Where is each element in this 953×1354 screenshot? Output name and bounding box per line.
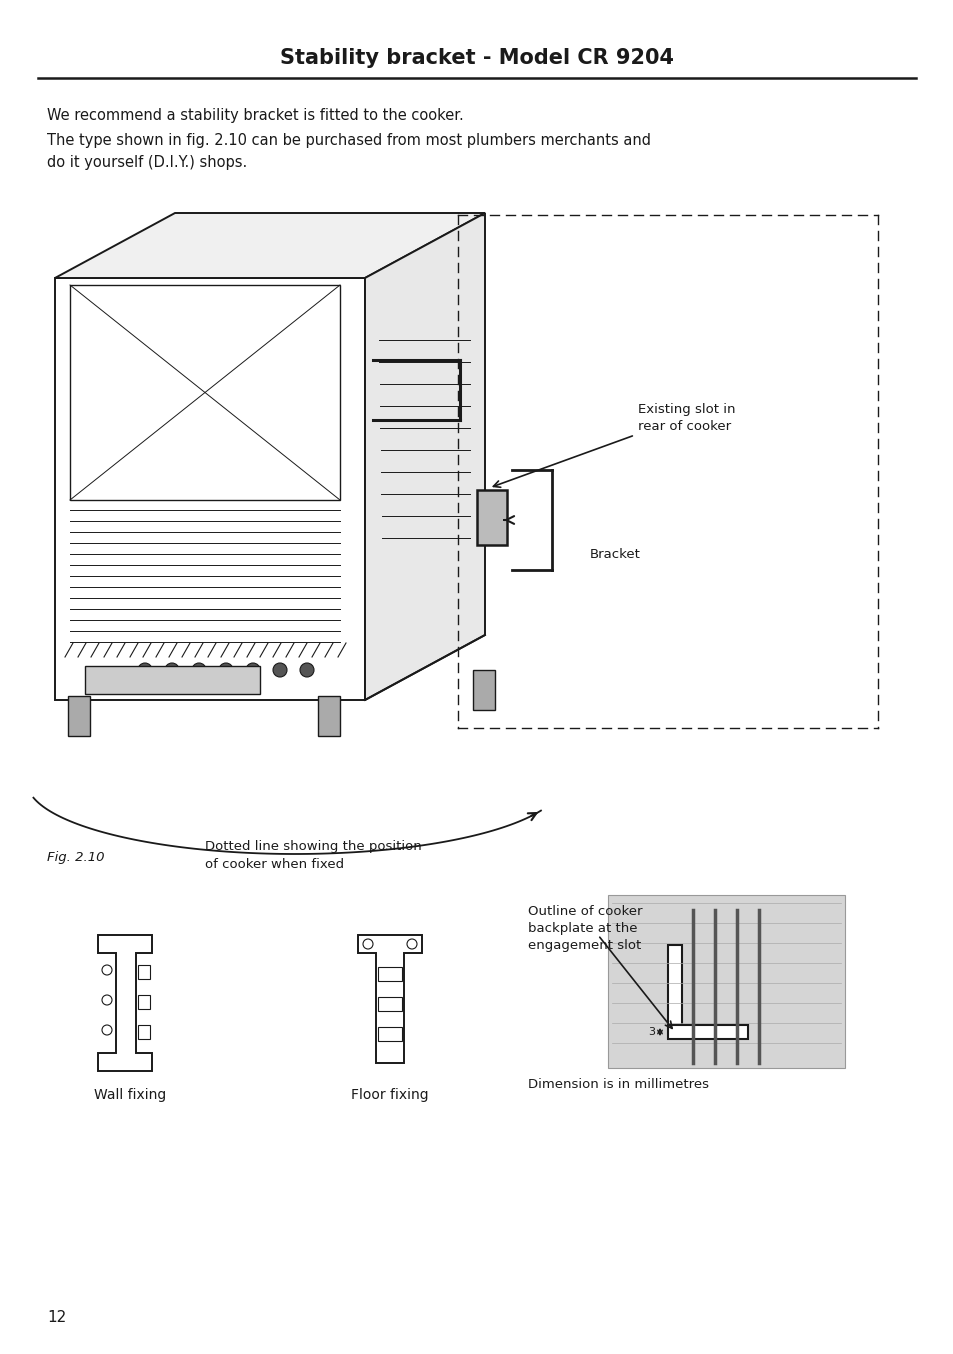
Bar	[377, 967, 401, 982]
Bar	[68, 696, 90, 737]
Text: 3: 3	[647, 1026, 655, 1037]
Circle shape	[219, 663, 233, 677]
Circle shape	[299, 663, 314, 677]
Text: Floor fixing: Floor fixing	[351, 1089, 428, 1102]
Bar	[667, 945, 681, 1025]
Bar	[138, 965, 150, 979]
Text: Existing slot in
rear of cooker: Existing slot in rear of cooker	[638, 403, 735, 433]
Bar	[476, 490, 506, 546]
Bar	[138, 995, 150, 1009]
Bar	[667, 1025, 747, 1039]
Bar	[317, 696, 339, 737]
Circle shape	[138, 663, 152, 677]
Text: Fig. 2.10: Fig. 2.10	[47, 852, 105, 864]
Circle shape	[192, 663, 206, 677]
Text: Stability bracket - Model CR 9204: Stability bracket - Model CR 9204	[280, 47, 673, 68]
Bar	[70, 284, 339, 500]
Text: The type shown in fig. 2.10 can be purchased from most plumbers merchants and
do: The type shown in fig. 2.10 can be purch…	[47, 133, 650, 169]
Bar	[607, 895, 844, 1068]
Polygon shape	[55, 213, 484, 278]
Text: Outline of cooker
backplate at the
engagement slot: Outline of cooker backplate at the engag…	[527, 904, 641, 952]
Bar	[138, 1025, 150, 1039]
Text: Dotted line showing the position
of cooker when fixed: Dotted line showing the position of cook…	[205, 839, 421, 871]
Text: 12: 12	[47, 1311, 66, 1326]
Bar	[377, 997, 401, 1011]
Text: Wall fixing: Wall fixing	[93, 1089, 166, 1102]
Circle shape	[165, 663, 179, 677]
Text: Dimension is in millimetres: Dimension is in millimetres	[527, 1078, 708, 1091]
Bar	[377, 1026, 401, 1041]
Polygon shape	[365, 213, 484, 700]
Bar	[85, 666, 260, 695]
Circle shape	[273, 663, 287, 677]
Text: We recommend a stability bracket is fitted to the cooker.: We recommend a stability bracket is fitt…	[47, 108, 463, 123]
Text: Bracket: Bracket	[589, 548, 640, 562]
Bar	[473, 670, 495, 709]
Circle shape	[246, 663, 260, 677]
